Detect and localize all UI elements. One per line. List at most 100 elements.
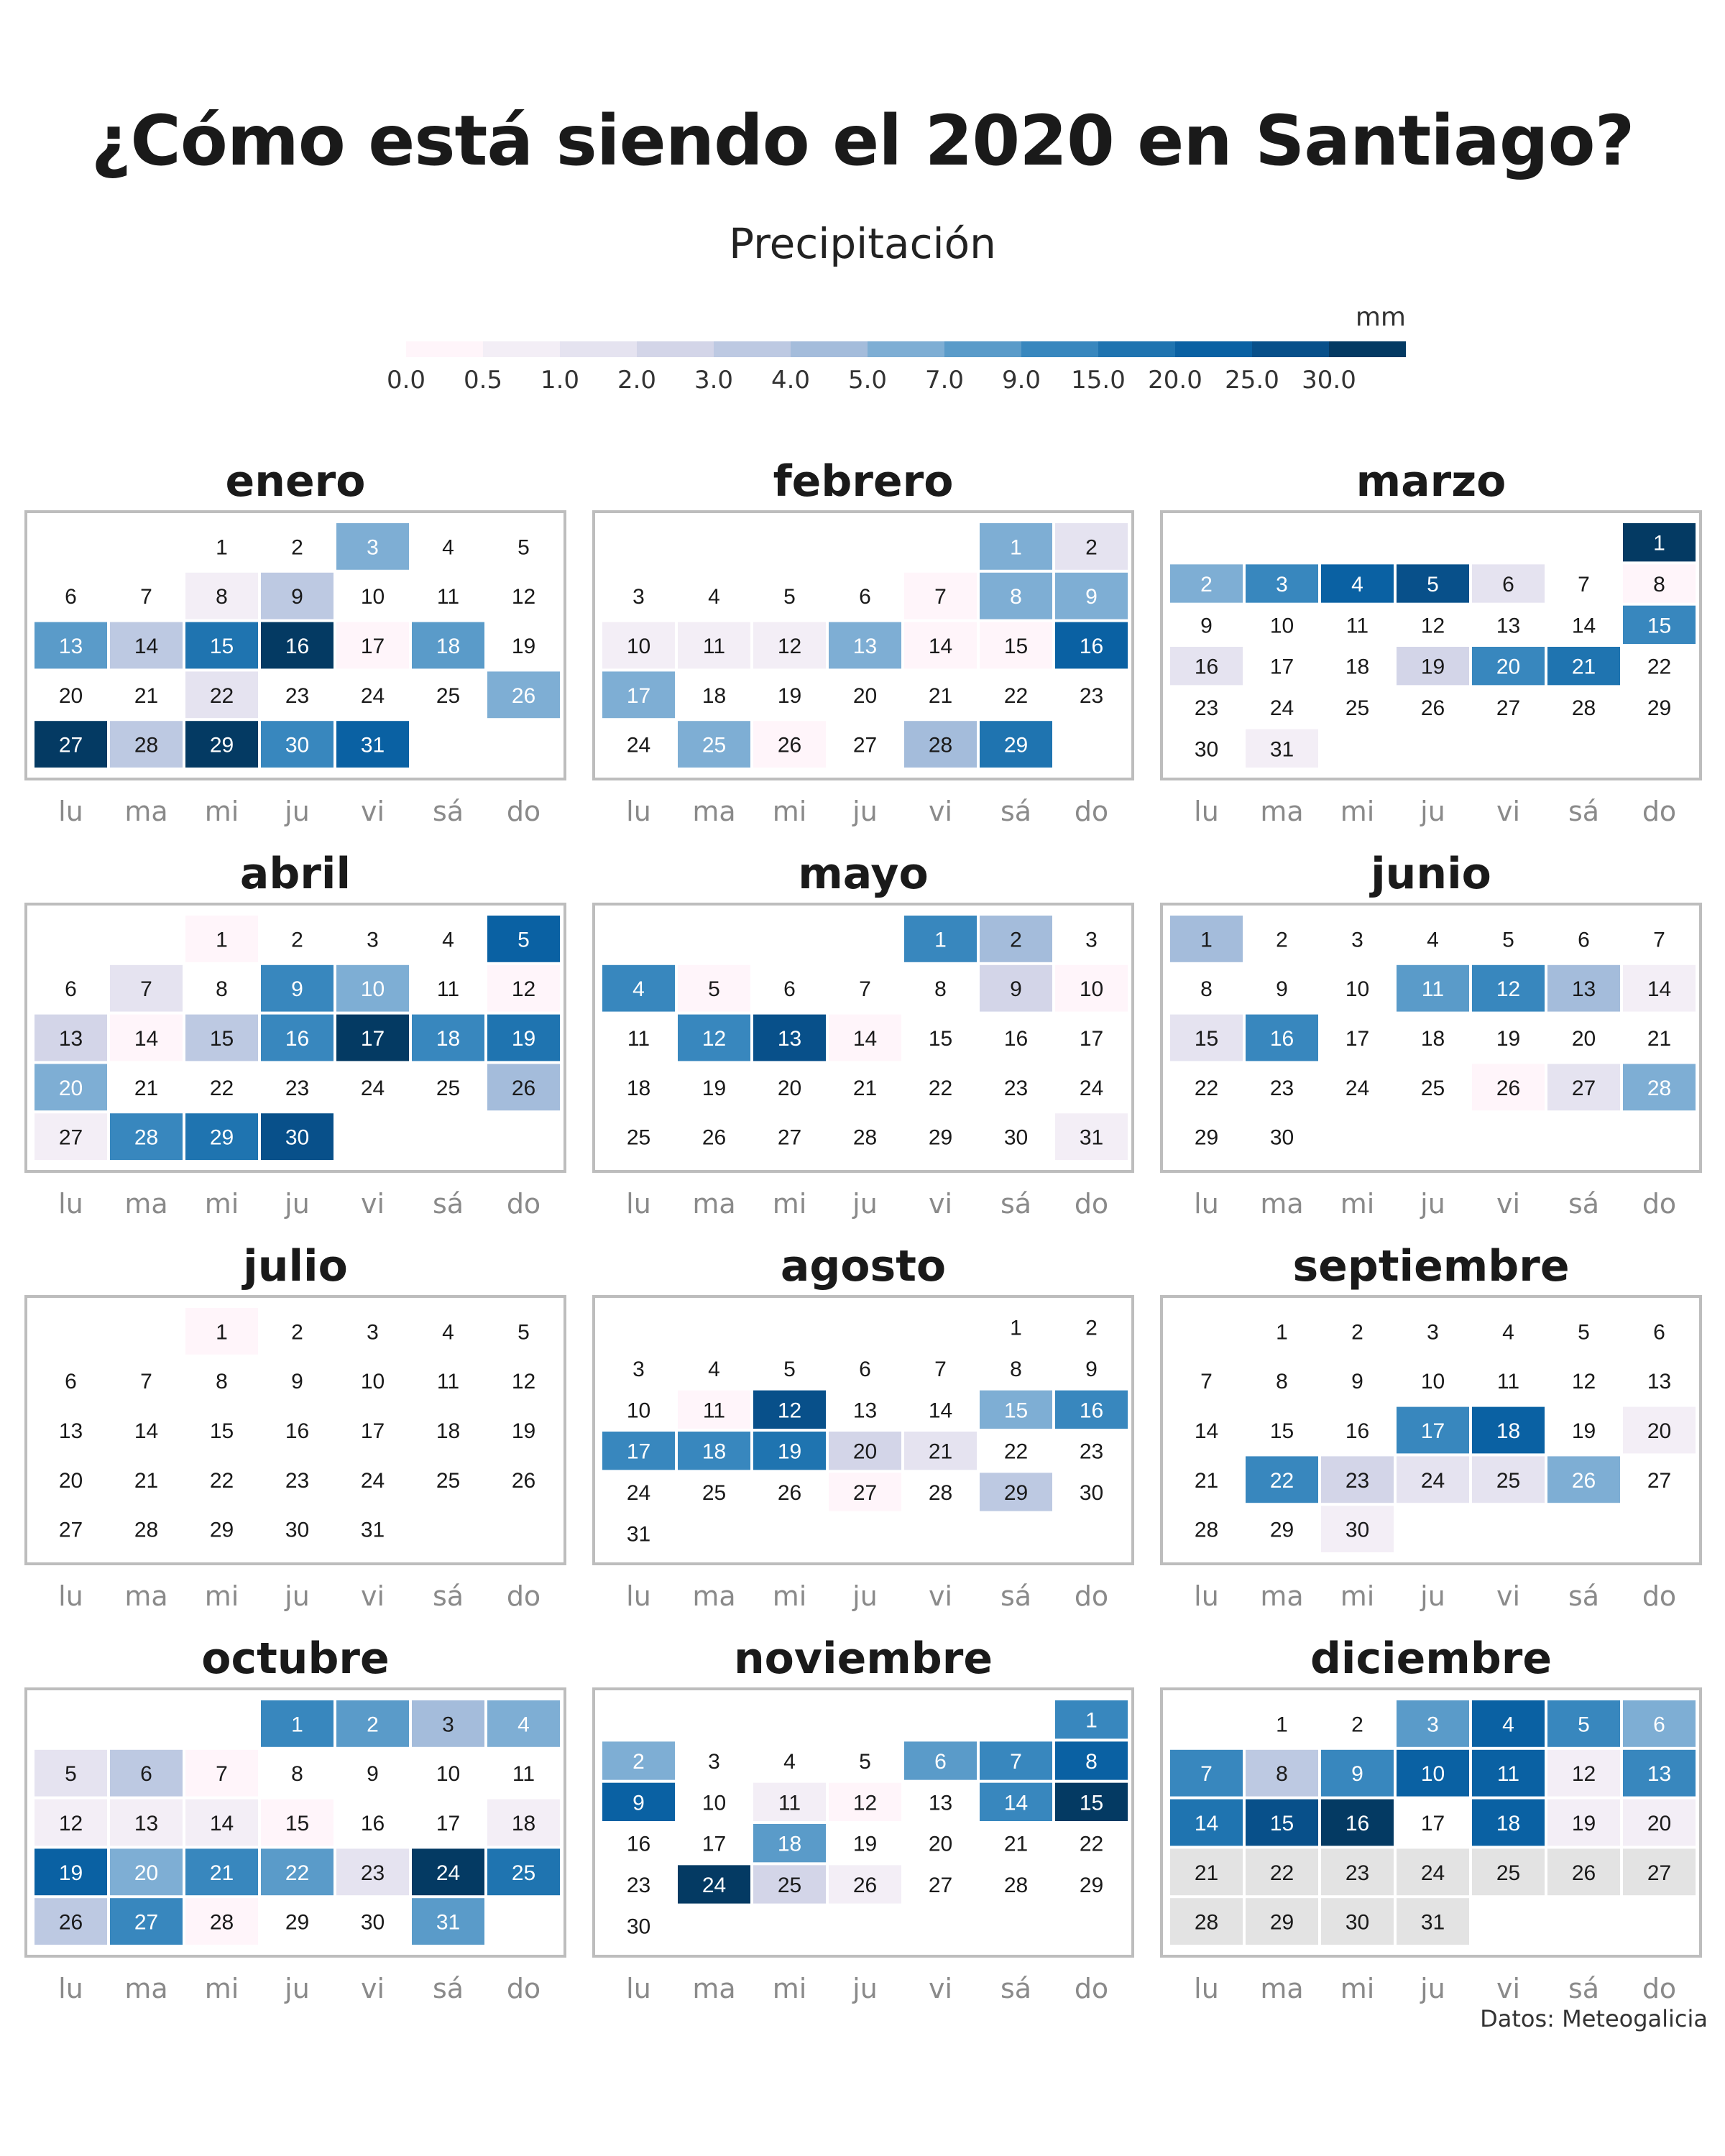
day-number: 30: [1270, 1126, 1294, 1150]
day-number: 13: [1496, 614, 1520, 637]
weekday-label: do: [1642, 1188, 1676, 1220]
day-number: 16: [1270, 1027, 1294, 1051]
day-number: 29: [1004, 1481, 1028, 1505]
day-number: 16: [285, 1027, 309, 1051]
day-cell: [1623, 523, 1696, 562]
weekday-label: do: [507, 796, 540, 827]
day-number: 26: [1572, 1861, 1596, 1885]
day-cell: [829, 622, 901, 669]
day-number: 5: [1578, 1320, 1590, 1344]
weekday-label: sá: [1000, 1580, 1031, 1612]
day-number: 12: [778, 1399, 801, 1422]
day-number: 15: [1080, 1791, 1103, 1815]
day-number: 13: [1647, 1370, 1671, 1393]
weekday-label: vi: [929, 1188, 952, 1220]
day-cell: [1472, 964, 1545, 1012]
day-cell: [1321, 1898, 1394, 1945]
month-frame: [592, 1687, 1134, 1958]
day-number: 6: [65, 977, 77, 1001]
day-number: 26: [59, 1911, 83, 1935]
day-number: 8: [1200, 977, 1213, 1001]
day-number: 23: [285, 684, 309, 708]
day-cell: [1055, 572, 1128, 619]
day-number: 2: [1085, 1317, 1098, 1340]
weekday-label: ju: [1420, 1580, 1445, 1612]
weekday-label: vi: [1496, 796, 1520, 827]
day-number: 9: [1200, 614, 1213, 637]
legend-swatch: [406, 341, 483, 357]
day-cell: [1623, 1799, 1696, 1846]
day-number: 6: [65, 1370, 77, 1393]
day-cell: [1397, 964, 1469, 1012]
day-number: 18: [436, 1419, 460, 1443]
weekday-label: lu: [1194, 1580, 1219, 1612]
day-number: 23: [1270, 1077, 1294, 1100]
day-number: 8: [1010, 585, 1022, 609]
day-number: 1: [216, 928, 228, 952]
day-number: 25: [1346, 696, 1369, 720]
day-number: 26: [1421, 696, 1445, 720]
day-number: 14: [1004, 1791, 1028, 1815]
day-number: 18: [436, 1027, 460, 1051]
legend-swatch: [791, 341, 868, 357]
day-number: 15: [1195, 1027, 1218, 1051]
day-number: 12: [1496, 977, 1520, 1001]
legend-swatch: [637, 341, 714, 357]
day-number: 11: [437, 1370, 459, 1393]
chart-subtitle: Precipitación: [729, 219, 996, 268]
day-number: 13: [59, 635, 83, 658]
day-number: 19: [512, 635, 535, 658]
day-number: 29: [210, 1519, 234, 1542]
day-number: 21: [1004, 1833, 1028, 1856]
day-number: 3: [1427, 1713, 1439, 1736]
day-number: 28: [134, 1126, 158, 1150]
day-number: 31: [1270, 737, 1294, 761]
weekday-label: sá: [1568, 1580, 1599, 1612]
day-number: 12: [778, 635, 801, 658]
day-number: 5: [1578, 1713, 1590, 1736]
day-number: 22: [1195, 1077, 1218, 1100]
day-number: 15: [929, 1027, 952, 1051]
day-cell: [1397, 1848, 1469, 1896]
day-number: 23: [1080, 1440, 1103, 1464]
day-number: 8: [1653, 573, 1665, 596]
day-number: 24: [361, 1469, 385, 1493]
day-number: 22: [1004, 1440, 1028, 1464]
day-cell: [1170, 1749, 1243, 1797]
day-number: 5: [1502, 928, 1514, 952]
day-cell: [1055, 1741, 1128, 1780]
weekday-label: sá: [1000, 1973, 1031, 2004]
day-cell: [336, 523, 409, 570]
day-number: 20: [853, 1440, 877, 1464]
day-number: 15: [1647, 614, 1671, 637]
day-cell: [1055, 523, 1128, 570]
day-cell: [34, 1014, 107, 1061]
weekday-label: sá: [1000, 1188, 1031, 1220]
day-number: 27: [1647, 1469, 1671, 1493]
day-number: 27: [134, 1911, 158, 1935]
day-number: 26: [1572, 1469, 1596, 1493]
day-number: 23: [285, 1469, 309, 1493]
weekday-label: lu: [626, 1580, 651, 1612]
day-number: 12: [59, 1812, 83, 1835]
day-cell: [753, 1390, 826, 1429]
day-number: 21: [1195, 1469, 1218, 1493]
day-number: 4: [1502, 1713, 1514, 1736]
day-cell: [980, 1782, 1052, 1821]
day-number: 28: [1195, 1519, 1218, 1542]
day-number: 28: [1004, 1874, 1028, 1897]
day-number: 18: [512, 1812, 535, 1835]
day-number: 2: [1351, 1713, 1363, 1736]
weekday-label: do: [1075, 796, 1108, 827]
day-cell: [110, 1749, 183, 1797]
day-cell: [1055, 1113, 1128, 1160]
day-number: 29: [929, 1126, 952, 1150]
day-number: 23: [1346, 1861, 1369, 1885]
day-cell: [980, 721, 1052, 768]
day-cell: [678, 964, 750, 1012]
weekday-label: sá: [1568, 796, 1599, 827]
month-title-octubre: octubre: [201, 1634, 389, 1684]
source-note: Datos: Meteogalicia: [1480, 2005, 1708, 2032]
day-number: 29: [285, 1911, 309, 1935]
day-cell: [753, 622, 826, 669]
